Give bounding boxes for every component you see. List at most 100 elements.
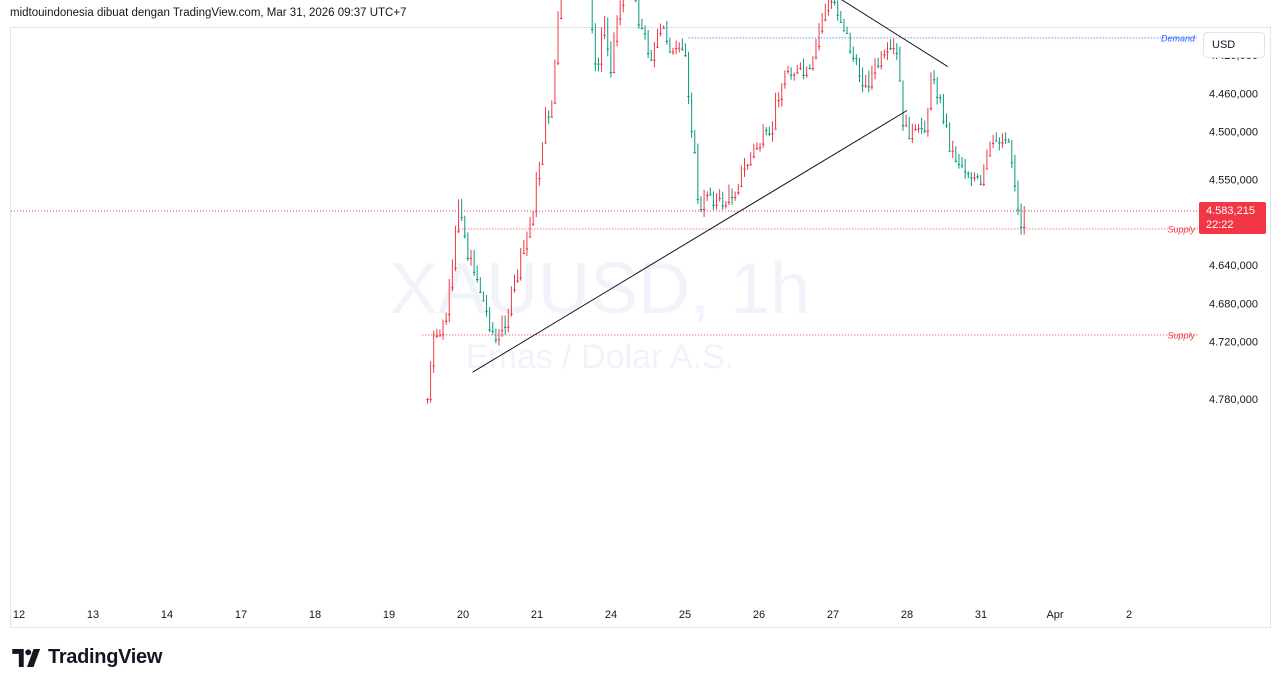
time-tick-label: 21	[531, 609, 543, 621]
price-tick-label: 4.500,000	[1209, 127, 1258, 139]
symbol-watermark: XAUUSD, 1h Emas / Dolar A.S.	[390, 249, 810, 376]
time-axis[interactable]: 12 13 14 17 18 19 20 21 24 25 26 27 28 31 Apr 2	[13, 609, 1132, 621]
time-tick-label: 13	[87, 609, 99, 621]
candle-body	[513, 289, 516, 291]
candle-body	[488, 329, 491, 331]
candle-body	[618, 18, 622, 20]
candle-body	[525, 248, 529, 250]
candle-body	[908, 138, 911, 140]
candle-body	[1004, 139, 1007, 141]
candle-body	[603, 34, 606, 36]
candle-body	[982, 183, 986, 185]
candle-body	[451, 287, 454, 289]
candle-body	[653, 59, 656, 61]
candle-body	[1016, 209, 1020, 211]
candle-body	[820, 30, 824, 32]
candle-body	[932, 79, 936, 81]
candle-body	[612, 72, 616, 74]
candle-body	[976, 176, 979, 178]
candle-body	[939, 97, 942, 99]
candle-body	[935, 96, 939, 98]
candle-body	[519, 277, 522, 279]
candle-body	[817, 45, 821, 47]
candle-body	[811, 68, 815, 70]
currency-button[interactable]: USD	[1203, 32, 1265, 58]
candle-body	[706, 195, 709, 197]
candle-body	[622, 4, 625, 6]
candle-body	[839, 21, 843, 23]
candle-body	[715, 204, 718, 206]
candle-body	[967, 173, 970, 175]
candle-body	[448, 314, 451, 316]
candle-body	[883, 54, 886, 56]
candle-body	[609, 72, 613, 74]
candle-body	[556, 62, 560, 64]
candle-body	[951, 150, 954, 152]
candle-body	[1023, 226, 1026, 228]
candle-body	[693, 151, 696, 153]
trendline	[841, 0, 948, 67]
candle-body	[988, 155, 992, 157]
candle-body	[668, 51, 672, 53]
tradingview-wordmark: TradingView	[48, 646, 163, 668]
candle-body	[634, 0, 637, 1]
candle-body	[671, 51, 675, 53]
candle-body	[848, 51, 852, 53]
price-tick-label: 4.680,000	[1209, 298, 1258, 310]
candle-body	[808, 68, 811, 70]
candle-body	[544, 142, 547, 144]
candle-body	[662, 27, 665, 29]
candle-body	[733, 197, 737, 199]
candle-body	[1010, 162, 1013, 164]
time-tick-label: 24	[605, 609, 617, 621]
candle-body	[796, 72, 799, 74]
candle-body	[522, 252, 526, 254]
time-tick-label: 28	[901, 609, 913, 621]
candle-body	[752, 156, 756, 158]
candle-body	[833, 1, 836, 3]
candle-body	[780, 98, 783, 100]
time-tick-label: Apr	[1046, 609, 1063, 621]
candle-body	[1001, 142, 1004, 144]
candle-body	[1019, 226, 1023, 228]
tradingview-logo[interactable]: TradingView	[12, 646, 162, 669]
candle-body	[718, 198, 721, 200]
candle-body	[727, 201, 731, 203]
candle-body	[712, 204, 715, 206]
candle-body	[656, 46, 659, 48]
candle-body	[591, 28, 594, 30]
candle-body	[491, 330, 494, 332]
candle-body	[516, 280, 519, 282]
candle-body	[898, 80, 902, 82]
candle-body	[684, 55, 687, 57]
candle-body	[861, 85, 864, 87]
candle-body	[637, 24, 641, 26]
candle-body	[699, 209, 703, 211]
watermark-symbol: XAUUSD, 1h	[390, 249, 810, 329]
time-tick-label: 18	[309, 609, 321, 621]
candle-body	[650, 59, 653, 61]
price-tick-label: 4.550,000	[1209, 174, 1258, 186]
chart-frame	[10, 27, 1271, 628]
time-tick-label: 19	[383, 609, 395, 621]
candle-body	[535, 210, 538, 212]
candle-body	[799, 67, 802, 69]
candle-body	[659, 33, 662, 35]
candles-layer	[426, 0, 1026, 404]
candle-body	[469, 257, 473, 259]
candle-body	[457, 230, 460, 232]
candle-body	[476, 279, 479, 281]
candle-body	[985, 168, 989, 170]
candle-body	[709, 194, 712, 196]
supply-zone-label: Supply	[1167, 330, 1195, 340]
price-tick-label: 4.720,000	[1209, 337, 1258, 349]
candle-body	[957, 163, 961, 165]
candle-body	[774, 128, 777, 130]
candle-body	[690, 131, 693, 133]
candle-body	[740, 185, 743, 187]
candle-body	[746, 164, 749, 166]
candle-body	[553, 102, 557, 104]
candle-body	[852, 57, 855, 59]
candle-body	[845, 32, 849, 34]
